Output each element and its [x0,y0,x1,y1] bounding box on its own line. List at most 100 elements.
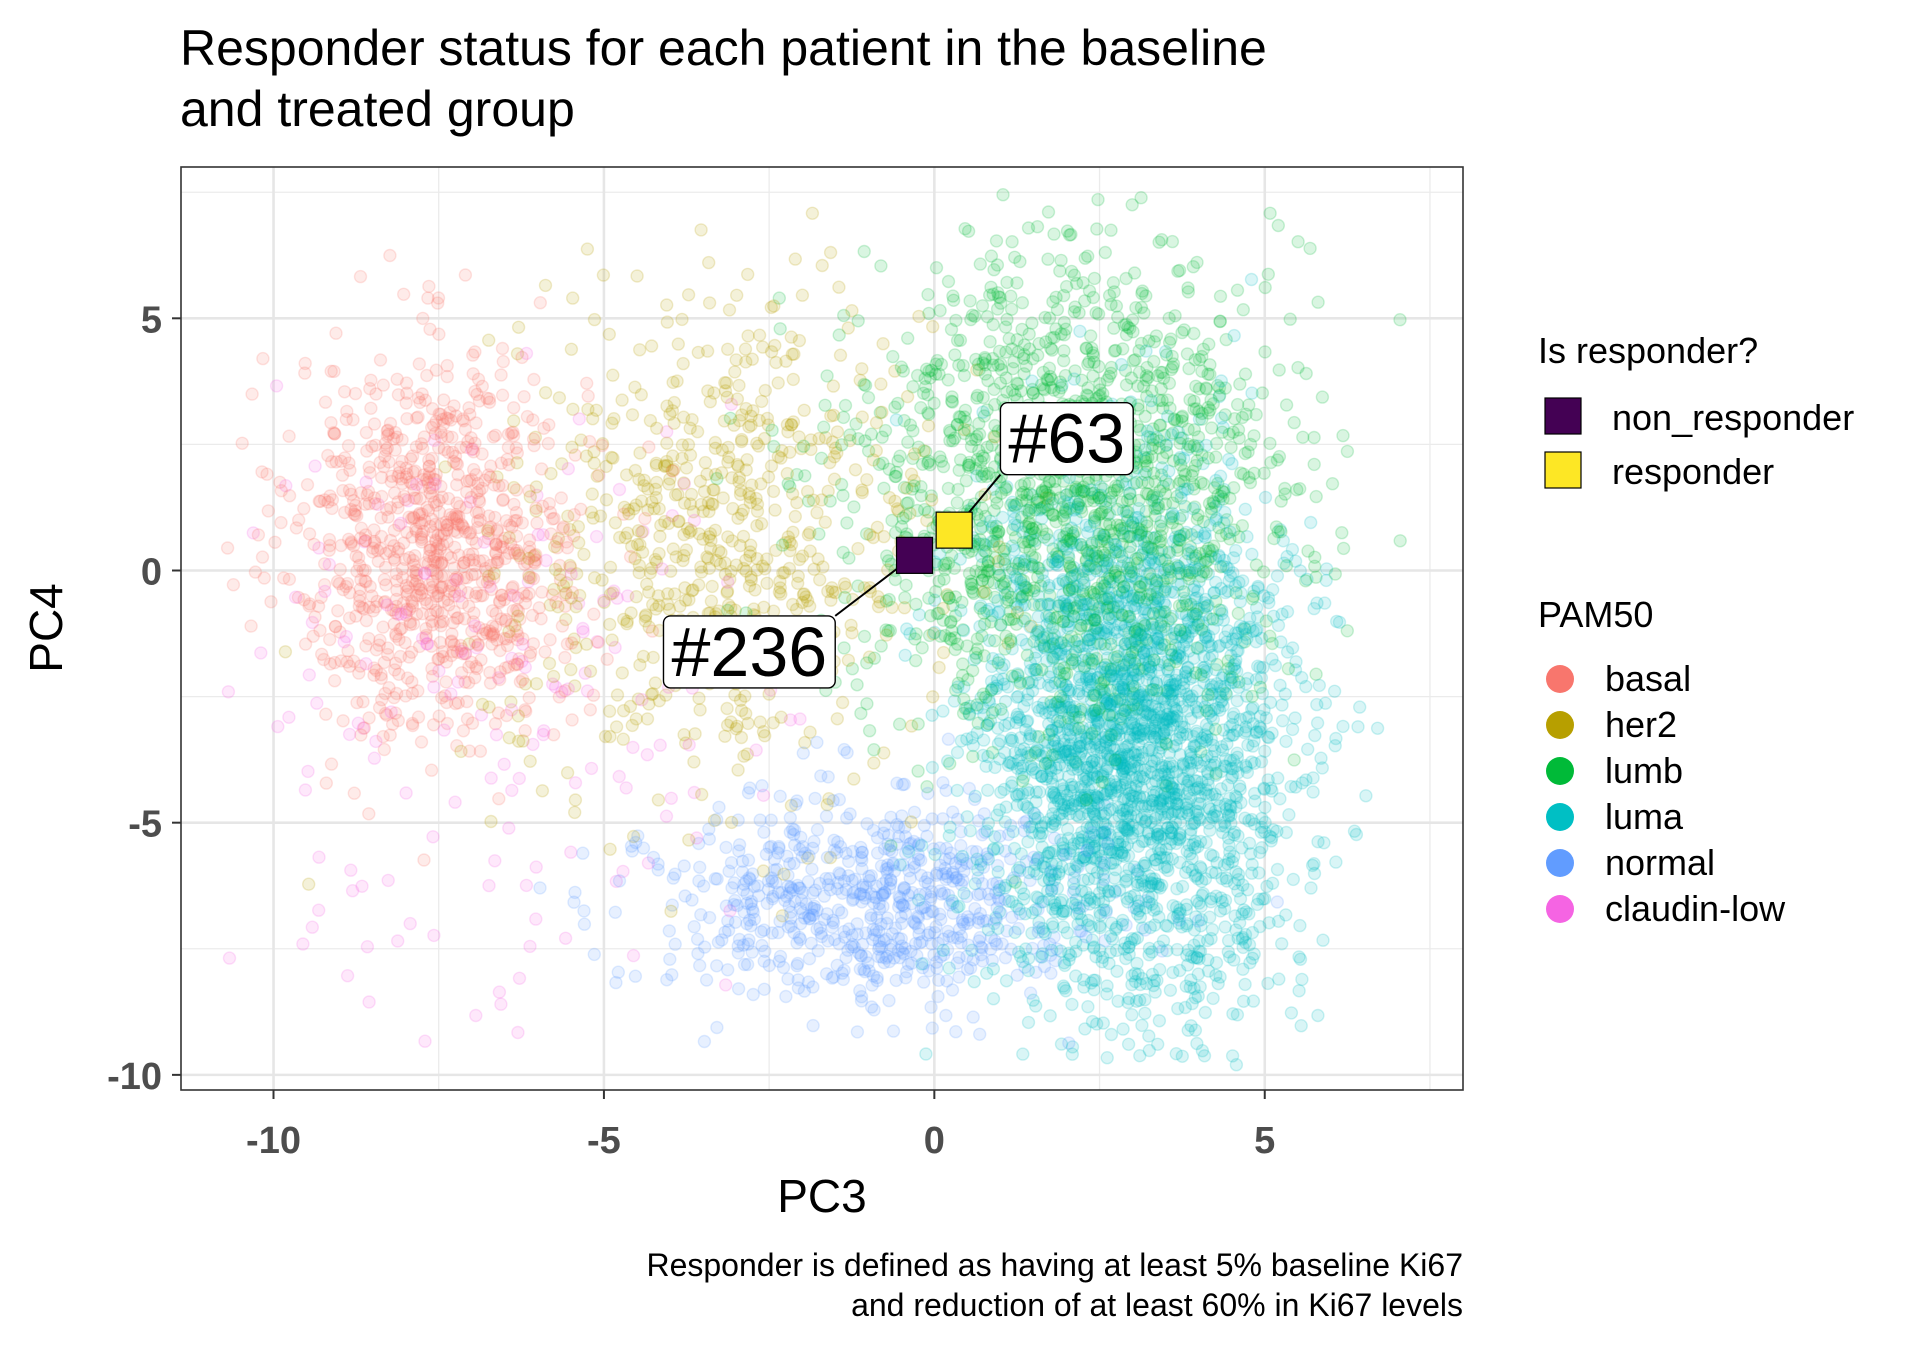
point-normal [821,810,833,822]
point-basal [398,288,410,300]
point-luma [1231,747,1243,759]
point-her2 [759,385,771,397]
point-claudin-low [498,758,510,770]
point-her2 [621,618,633,630]
point-luma [1181,918,1193,930]
point-claudin-low [530,861,542,873]
point-lumb [954,334,966,346]
point-lumb [1394,314,1406,326]
point-lumb [967,309,979,321]
point-normal [734,934,746,946]
point-her2 [719,730,731,742]
point-basal [460,502,472,514]
point-luma [1247,995,1259,1007]
point-normal [807,981,819,993]
point-luma [1305,882,1317,894]
point-claudin-low [224,952,236,964]
point-normal [1011,969,1023,981]
point-her2 [684,498,696,510]
point-her2 [680,594,692,606]
point-claudin-low [661,810,673,822]
point-lumb [1006,236,1018,248]
point-basal [275,517,287,529]
point-normal [891,819,903,831]
point-basal [366,590,378,602]
point-her2 [604,618,616,630]
point-lumb [864,725,876,737]
point-normal [666,969,678,981]
point-luma [1219,903,1231,915]
point-luma [1228,330,1240,342]
point-luma [1200,836,1212,848]
point-claudin-low [485,772,497,784]
point-her2 [756,395,768,407]
point-her2 [642,713,654,725]
point-basal [249,566,261,578]
point-normal [733,983,745,995]
point-lumb [1272,220,1284,232]
point-her2 [978,586,990,598]
point-luma [1101,1052,1113,1064]
point-claudin-low [392,935,404,947]
point-her2 [548,583,560,595]
point-lumb [894,718,906,730]
point-normal [758,983,770,995]
point-luma [1126,1009,1138,1021]
point-lumb [943,276,955,288]
point-lumb [1172,265,1184,277]
point-basal [463,402,475,414]
point-her2 [531,678,543,690]
point-her2 [626,719,638,731]
point-basal [542,438,554,450]
point-normal [765,814,777,826]
point-her2 [591,470,603,482]
point-lumb [1191,256,1203,268]
point-normal [794,933,806,945]
point-basal [257,353,269,365]
point-normal [780,991,792,1003]
point-claudin-low [382,874,394,886]
point-basal [555,492,567,504]
point-lumb [1316,391,1328,403]
point-lumb [841,517,853,529]
point-basal [377,621,389,633]
point-normal [804,953,816,965]
point-her2 [722,343,734,355]
point-basal [514,676,526,688]
point-luma [1128,861,1140,873]
point-luma [1312,1010,1324,1022]
point-luma [1352,721,1364,733]
point-her2 [875,378,887,390]
point-normal [851,1026,863,1038]
point-normal [822,771,834,783]
point-basal [330,327,342,339]
point-luma [1293,985,1305,997]
point-her2 [589,314,601,326]
point-normal [807,1020,819,1032]
point-her2 [806,207,818,219]
point-basal [539,646,551,658]
point-normal [709,873,721,885]
point-her2 [634,447,646,459]
point-luma [1268,610,1280,622]
point-luma [1269,660,1281,672]
point-normal [778,962,790,974]
point-basal [320,777,332,789]
point-basal [283,573,295,585]
point-lumb [774,323,786,335]
point-luma [899,649,911,661]
point-normal [746,946,758,958]
point-lumb [1273,451,1285,463]
point-her2 [733,379,745,391]
point-luma [1030,1000,1042,1012]
point-basal [497,343,509,355]
point-basal [588,608,600,620]
point-luma [1227,1008,1239,1020]
point-her2 [722,719,734,731]
point-normal [664,953,676,965]
point-basal [493,480,505,492]
point-normal [694,960,706,972]
point-basal [556,620,568,632]
point-her2 [833,281,845,293]
point-her2 [562,767,574,779]
